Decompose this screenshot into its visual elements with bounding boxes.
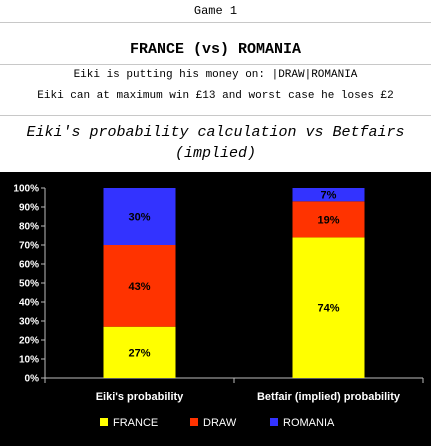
divider (0, 115, 431, 116)
bet-description: Eiki is putting his money on: |DRAW|ROMA… (73, 69, 358, 81)
data-label: 30% (128, 212, 150, 224)
win-loss-description: Eiki can at maximum win £13 and worst ca… (37, 90, 394, 102)
legend-label: ROMANIA (283, 417, 335, 429)
y-tick-label: 100% (13, 184, 39, 195)
legend-swatch-draw (190, 418, 198, 426)
data-label: 27% (128, 347, 150, 359)
y-tick-label: 60% (19, 260, 39, 271)
y-tick-label: 10% (19, 355, 39, 366)
section-title: Eiki's probability calculation vs Betfai… (26, 124, 405, 162)
y-tick-label: 90% (19, 203, 39, 214)
y-tick-label: 20% (19, 336, 39, 347)
legend-label: DRAW (203, 417, 237, 429)
y-tick-label: 50% (19, 279, 39, 290)
data-label: 74% (317, 303, 339, 315)
data-label: 19% (317, 214, 339, 226)
y-tick-label: 40% (19, 298, 39, 309)
divider (0, 22, 431, 23)
bar-france (103, 326, 176, 378)
game-title: Game 1 (193, 4, 238, 18)
divider (0, 64, 431, 65)
bar-romania (103, 188, 176, 245)
chart-background (0, 172, 431, 446)
legend-swatch-france (100, 418, 108, 426)
x-category-label: Betfair (implied) probability (257, 391, 401, 403)
x-category-label: Eiki's probability (96, 391, 184, 403)
bar-draw (292, 201, 365, 238)
legend-swatch-romania (270, 418, 278, 426)
data-label: 7% (321, 190, 337, 202)
bar-romania (292, 188, 365, 202)
y-tick-label: 80% (19, 222, 39, 233)
match-title: FRANCE (vs) ROMANIA (129, 41, 302, 58)
y-tick-label: 0% (25, 374, 40, 385)
data-label: 43% (128, 281, 150, 293)
probability-chart: 0% 10% 20% 30% 40% 50% 60% 70% 80% 90% 100% 27% 43% 3… (0, 172, 431, 446)
y-tick-label: 70% (19, 241, 39, 252)
bar-france (292, 237, 365, 378)
y-tick-label: 30% (19, 317, 39, 328)
bar-draw (103, 245, 176, 327)
legend-label: FRANCE (113, 417, 158, 429)
